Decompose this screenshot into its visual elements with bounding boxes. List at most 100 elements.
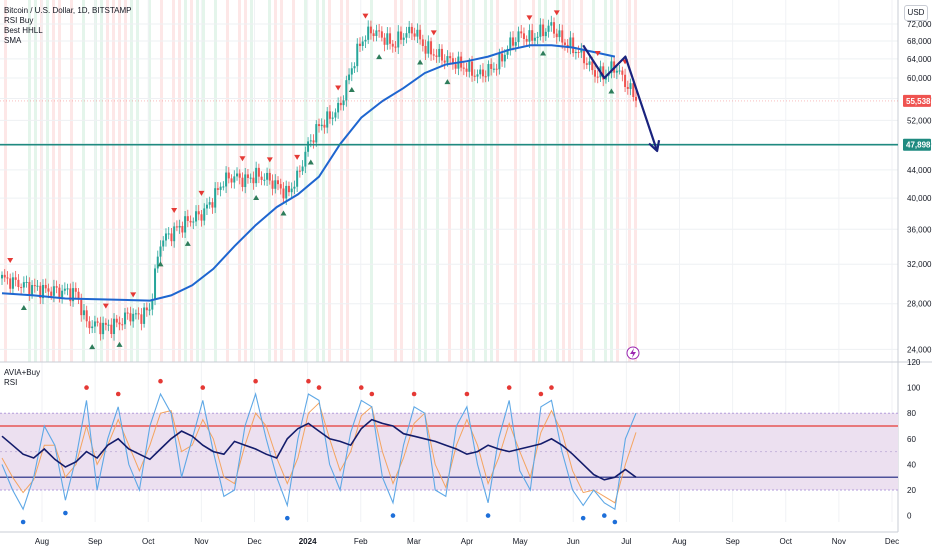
support-line-group xyxy=(0,100,898,146)
candle-body xyxy=(63,288,66,291)
last-price-tag-bg xyxy=(903,94,931,107)
candle-body xyxy=(334,112,337,118)
legend-indicator-best-hhll[interactable]: Best HHLL xyxy=(4,26,43,35)
time-tick-label: 2024 xyxy=(299,537,317,546)
candle-body xyxy=(520,31,523,34)
candle-body xyxy=(451,58,454,65)
candle-body xyxy=(331,117,334,119)
candle-body xyxy=(345,80,348,101)
buy-signal-marker xyxy=(307,159,314,165)
candle-body xyxy=(159,246,162,257)
candle-body xyxy=(391,43,394,47)
time-tick-label: Oct xyxy=(780,537,793,546)
candle-body xyxy=(93,321,96,327)
candle-body xyxy=(328,111,331,119)
candle-body xyxy=(361,41,364,46)
candle-body xyxy=(342,100,345,106)
candle-body xyxy=(137,313,140,315)
signal-markers xyxy=(7,10,629,350)
candle-body xyxy=(195,211,198,222)
symbol-title[interactable]: Bitcoin / U.S. Dollar, 1D, BITSTAMP xyxy=(4,6,132,15)
candle-body xyxy=(419,29,422,40)
legend-indicator-rsi[interactable]: RSI xyxy=(4,378,18,387)
candle-body xyxy=(52,286,55,296)
signal-band xyxy=(316,0,319,362)
time-tick-label: May xyxy=(513,537,528,546)
candle-body xyxy=(358,43,361,46)
rsi-axis[interactable]: 120 100 80 60 40 20 0 xyxy=(907,358,921,521)
candle-body xyxy=(47,288,50,292)
candle-body xyxy=(255,167,258,184)
sell-signal-marker xyxy=(594,51,601,57)
candle-body xyxy=(372,33,375,37)
candle-body xyxy=(132,313,135,322)
candle-body xyxy=(580,48,583,53)
candle-body xyxy=(263,179,266,181)
candle-body xyxy=(118,322,121,325)
candle-body xyxy=(563,42,566,45)
rsi-oversold-dot xyxy=(602,513,607,518)
candle-body xyxy=(596,76,599,78)
candle-body xyxy=(298,170,301,172)
candle-body xyxy=(465,68,468,72)
candle-body xyxy=(312,140,315,143)
price-tick-label: 40,000 xyxy=(907,194,932,203)
candle-body xyxy=(481,69,484,77)
price-tick-label: 44,000 xyxy=(907,166,932,175)
signal-band xyxy=(184,0,187,362)
signal-band xyxy=(418,0,421,362)
candle-body xyxy=(307,141,310,152)
legend-indicator-rsi-buy[interactable]: RSI Buy xyxy=(4,16,34,25)
signal-band xyxy=(100,0,103,362)
price-axis[interactable]: 72,00068,00064,00060,00056,00052,00048,0… xyxy=(907,20,932,354)
rsi-overbought-dot xyxy=(549,385,554,390)
signal-band xyxy=(196,0,199,362)
rsi-overbought-dot xyxy=(115,391,121,397)
signal-band xyxy=(58,0,61,362)
time-tick-label: Sep xyxy=(726,537,741,546)
candle-body xyxy=(249,177,252,179)
candle-body xyxy=(277,180,280,185)
main-legend: Bitcoin / U.S. Dollar, 1D, BITSTAMP RSI … xyxy=(4,6,131,46)
buy-signal-marker xyxy=(89,344,96,350)
candle-body xyxy=(260,176,263,180)
candle-body xyxy=(375,30,378,37)
signal-band xyxy=(460,0,463,362)
rsi-tick-label: 0 xyxy=(907,512,912,521)
candle-body xyxy=(173,226,176,242)
rsi-oversold-dot xyxy=(612,519,618,525)
currency-button[interactable]: USD xyxy=(904,5,928,21)
signal-band xyxy=(34,0,37,362)
signal-band xyxy=(70,0,73,362)
candle-body xyxy=(17,279,20,288)
sell-signal-marker xyxy=(294,154,301,160)
candle-body xyxy=(285,185,288,199)
candle-body xyxy=(74,288,77,292)
candle-body xyxy=(591,61,594,71)
legend-indicator-avia-buy[interactable]: AVIA+Buy xyxy=(4,368,41,377)
signal-band xyxy=(328,0,331,362)
candle-body xyxy=(615,70,618,73)
candle-body xyxy=(490,64,493,69)
rsi-overbought-dot xyxy=(411,391,417,397)
price-tick-label: 68,000 xyxy=(907,37,932,46)
candle-body xyxy=(443,60,446,63)
signal-band xyxy=(52,0,55,362)
candle-body xyxy=(632,83,635,98)
candle-body xyxy=(104,322,107,325)
candle-body xyxy=(473,75,476,77)
legend-indicator-sma[interactable]: SMA xyxy=(4,36,22,45)
sma-line xyxy=(1,44,616,302)
candle-body xyxy=(178,225,181,228)
buy-signal-marker xyxy=(157,261,164,267)
time-tick-label: Aug xyxy=(672,537,686,546)
candle-body xyxy=(383,37,386,45)
time-axis[interactable]: Aug Sep Oct Nov Dec 2024 Feb Mar Apr May Jun Jul Aug… xyxy=(35,537,899,546)
candle-body xyxy=(618,70,621,72)
signal-band xyxy=(532,0,535,362)
signal-band xyxy=(568,0,571,362)
candle-body xyxy=(61,290,64,298)
candle-body xyxy=(337,102,340,113)
signal-band xyxy=(346,0,349,362)
